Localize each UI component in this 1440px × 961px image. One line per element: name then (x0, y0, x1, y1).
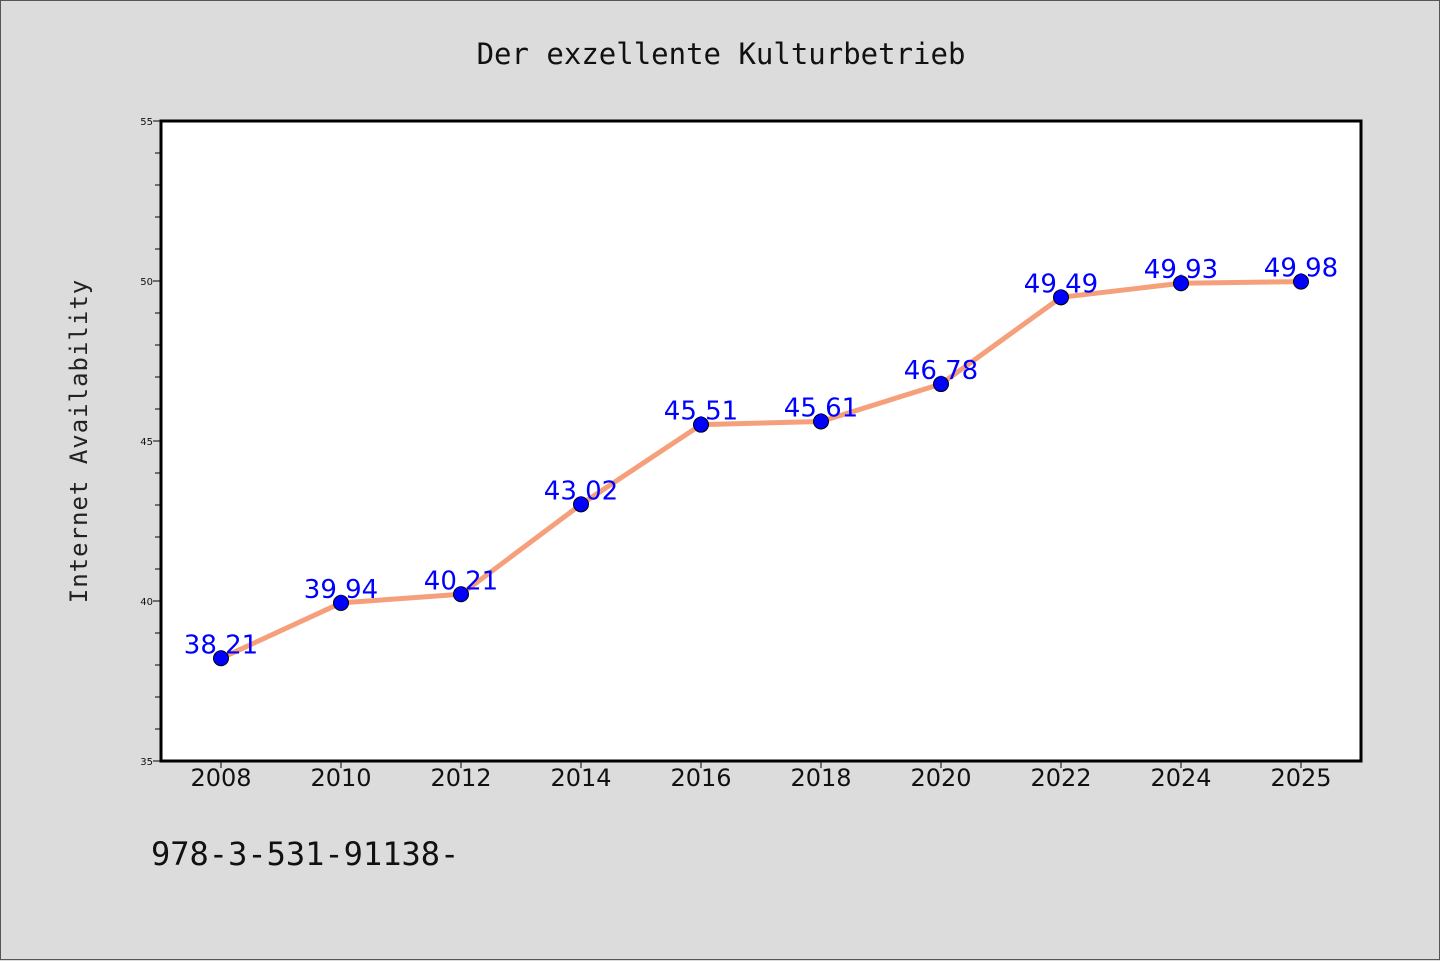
data-label: 49.98 (1264, 254, 1338, 284)
data-point (333, 594, 349, 611)
data-point (573, 496, 589, 513)
plot-area (161, 121, 1361, 761)
y-tick-label: 55 (140, 117, 153, 128)
data-label: 39.94 (304, 575, 378, 605)
chart-title: Der exzellente Kulturbetrieb (477, 37, 966, 71)
x-tick-label: 2016 (670, 764, 731, 792)
data-point (453, 586, 469, 603)
data-label: 49.93 (1144, 255, 1218, 285)
series-layer: 38.21 39.94 40.21 43.02 45.51 45.61 46.78 49.49… (184, 254, 1338, 667)
data-label: 46.78 (904, 356, 978, 386)
data-point (213, 650, 229, 667)
data-label: 45.51 (664, 397, 738, 427)
x-tick-label: 2014 (550, 764, 611, 792)
data-label: 40.21 (424, 566, 498, 596)
data-point (1173, 275, 1189, 292)
x-tick-label: 2024 (1150, 764, 1211, 792)
data-point (933, 376, 949, 393)
x-tick-label: 2025 (1270, 764, 1331, 792)
x-tick-label: 2018 (790, 764, 851, 792)
x-tick-label: 2012 (430, 764, 491, 792)
data-label: 45.61 (784, 393, 858, 423)
data-point (1053, 289, 1069, 306)
x-tick-label: 2010 (310, 764, 371, 792)
y-tick-label: 45 (140, 437, 153, 448)
x-tick-label: 2022 (1030, 764, 1091, 792)
x-axis: 2008 2010 2012 2014 2016 2018 2020 2022 2024 2025 (190, 761, 1332, 792)
y-tick-label: 50 (140, 277, 153, 288)
data-point (813, 413, 829, 430)
footer-code: 978-3-531-91138- (151, 835, 459, 873)
plot-frame (159, 119, 1363, 763)
data-point (693, 416, 709, 433)
x-tick-label: 2020 (910, 764, 971, 792)
y-tick-label: 35 (140, 757, 153, 768)
series-line (218, 279, 1304, 661)
data-label: 49.49 (1024, 269, 1098, 299)
y-axis: 35 40 45 50 55 (140, 117, 161, 768)
y-tick-label: 40 (140, 597, 153, 608)
x-tick-label: 2008 (190, 764, 251, 792)
data-label: 38.21 (184, 630, 258, 660)
data-label: 43.02 (544, 476, 618, 506)
y-axis-label: Internet Availability (65, 279, 93, 603)
data-point (1293, 273, 1309, 290)
